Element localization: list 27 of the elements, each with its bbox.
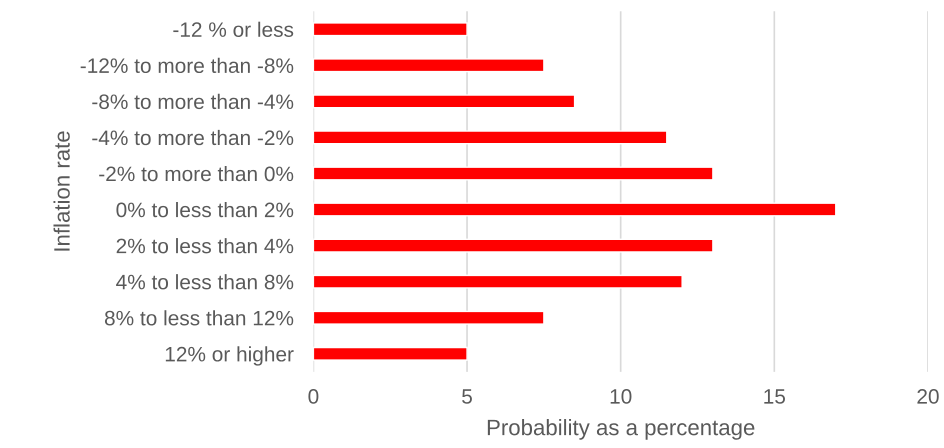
x-tick-label: 5 [462, 389, 472, 404]
bar [313, 58, 545, 72]
bar [313, 346, 468, 361]
x-tick-label: 10 [610, 389, 632, 404]
y-tick-label: 8% to less than 12% [104, 310, 294, 326]
bar [313, 238, 714, 253]
y-tick-label: -12 % or less [173, 22, 294, 37]
y-axis-title: Inflation rate [53, 131, 70, 251]
x-tick-label: 15 [764, 389, 786, 404]
y-tick-label: 4% to less than 8% [116, 274, 294, 290]
y-tick-label: -12% to more than -8% [80, 58, 294, 74]
bar [313, 166, 714, 180]
x-axis-title: Probability as a percentage [488, 419, 754, 440]
x-tick-label: 20 [917, 389, 939, 404]
bar [313, 202, 836, 217]
y-tick-label: 0% to less than 2% [116, 202, 294, 218]
bar [313, 274, 683, 289]
y-tick-label: 12% or higher [166, 346, 294, 366]
bar [313, 130, 668, 144]
bar [313, 22, 468, 36]
y-tick-label: 2% to less than 4% [116, 238, 294, 254]
bar [313, 310, 545, 325]
y-tick-label: -2% to more than 0% [99, 166, 294, 182]
bar [313, 94, 576, 108]
x-tick-label: 0 [308, 389, 318, 404]
y-tick-label: -4% to more than -2% [92, 130, 294, 146]
y-tick-label: -8% to more than -4% [92, 94, 294, 110]
